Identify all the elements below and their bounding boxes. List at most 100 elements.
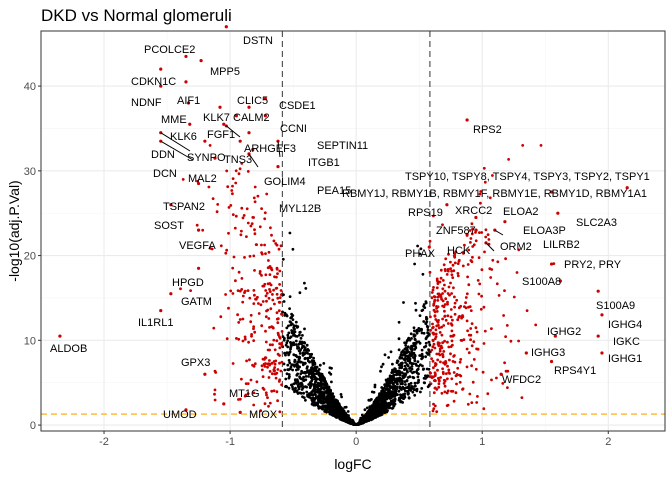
significant-point — [465, 319, 469, 323]
non-significant-point — [371, 409, 374, 413]
non-significant-point — [417, 329, 421, 333]
significant-point — [276, 399, 279, 403]
significant-point — [234, 169, 238, 173]
significant-point — [266, 282, 270, 286]
significant-point — [450, 339, 454, 343]
non-significant-point — [373, 403, 377, 407]
non-significant-point — [302, 396, 306, 399]
gene-label: VEGFA — [179, 240, 216, 252]
gene-label: IGHG1 — [608, 353, 642, 365]
significant-point — [441, 353, 445, 357]
non-significant-point — [313, 403, 317, 407]
significant-point — [464, 296, 468, 299]
non-significant-point — [410, 385, 414, 388]
non-significant-point — [291, 314, 295, 317]
gene-label: MIOX — [249, 409, 278, 421]
significant-point — [249, 378, 253, 382]
significant-point — [236, 313, 240, 317]
non-significant-point — [298, 330, 302, 334]
significant-point — [263, 211, 267, 215]
significant-point — [474, 326, 478, 330]
gene-label: CALM2 — [233, 112, 270, 124]
significant-point — [450, 269, 453, 273]
non-significant-point — [307, 372, 311, 376]
non-significant-point — [298, 375, 301, 379]
significant-point — [255, 380, 259, 384]
significant-point — [470, 222, 474, 226]
non-significant-point — [302, 391, 305, 395]
non-significant-point — [292, 353, 296, 357]
non-significant-point — [286, 363, 290, 367]
non-significant-point — [421, 355, 425, 358]
significant-point — [263, 243, 266, 247]
non-significant-point — [421, 308, 425, 312]
significant-point — [264, 340, 268, 344]
non-significant-point — [323, 385, 327, 389]
significant-point — [231, 177, 235, 181]
significant-point — [453, 295, 456, 299]
non-significant-point — [427, 340, 431, 344]
labeled-point — [474, 228, 478, 232]
significant-point — [430, 291, 434, 294]
significant-point — [443, 314, 447, 318]
significant-point — [428, 239, 432, 243]
significant-point — [243, 256, 246, 259]
significant-point — [253, 200, 257, 204]
non-significant-point — [283, 314, 287, 317]
non-significant-point — [291, 318, 295, 321]
non-significant-point — [409, 389, 413, 392]
non-significant-point — [399, 378, 403, 382]
non-significant-point — [398, 386, 402, 390]
non-significant-point — [414, 362, 418, 366]
significant-point — [274, 359, 278, 363]
significant-point — [238, 318, 242, 321]
non-significant-point — [304, 287, 308, 290]
non-significant-point — [403, 372, 407, 376]
significant-point — [431, 322, 434, 326]
non-significant-point — [373, 385, 377, 389]
gene-label: PRY2, PRY — [564, 259, 622, 271]
significant-point — [211, 197, 215, 201]
significant-point — [446, 302, 449, 306]
non-significant-point — [285, 314, 289, 318]
significant-point — [243, 394, 247, 398]
significant-point — [233, 226, 237, 230]
non-significant-point — [388, 382, 392, 385]
non-significant-point — [404, 344, 408, 347]
non-significant-point — [388, 406, 392, 410]
non-significant-point — [340, 395, 343, 399]
significant-point — [260, 252, 264, 256]
significant-point — [189, 289, 193, 292]
significant-point — [449, 352, 452, 356]
significant-point — [467, 351, 471, 355]
significant-point — [276, 352, 280, 356]
significant-point — [478, 231, 481, 235]
significant-point — [456, 274, 460, 278]
significant-point — [428, 270, 432, 274]
y-tick-label: 30 — [24, 166, 36, 178]
significant-point — [280, 293, 283, 297]
non-significant-point — [319, 372, 323, 376]
non-significant-point — [322, 378, 326, 381]
significant-point — [465, 347, 469, 351]
non-significant-point — [408, 338, 412, 342]
non-significant-point — [327, 386, 331, 390]
significant-point — [446, 403, 450, 407]
significant-point — [237, 321, 241, 324]
significant-point — [273, 366, 277, 369]
non-significant-point — [404, 356, 407, 360]
gene-label: ITGB1 — [308, 157, 340, 169]
significant-point — [231, 362, 235, 365]
significant-point — [458, 373, 462, 377]
significant-point — [479, 201, 482, 205]
non-significant-point — [332, 412, 336, 415]
significant-point — [276, 272, 279, 275]
non-significant-point — [349, 418, 352, 422]
non-significant-point — [317, 368, 321, 371]
significant-point — [271, 326, 275, 329]
non-significant-point — [316, 402, 320, 406]
non-significant-point — [287, 331, 291, 335]
gene-label: SEPTIN11 — [317, 140, 368, 152]
significant-point — [433, 346, 437, 350]
significant-point — [503, 361, 506, 365]
